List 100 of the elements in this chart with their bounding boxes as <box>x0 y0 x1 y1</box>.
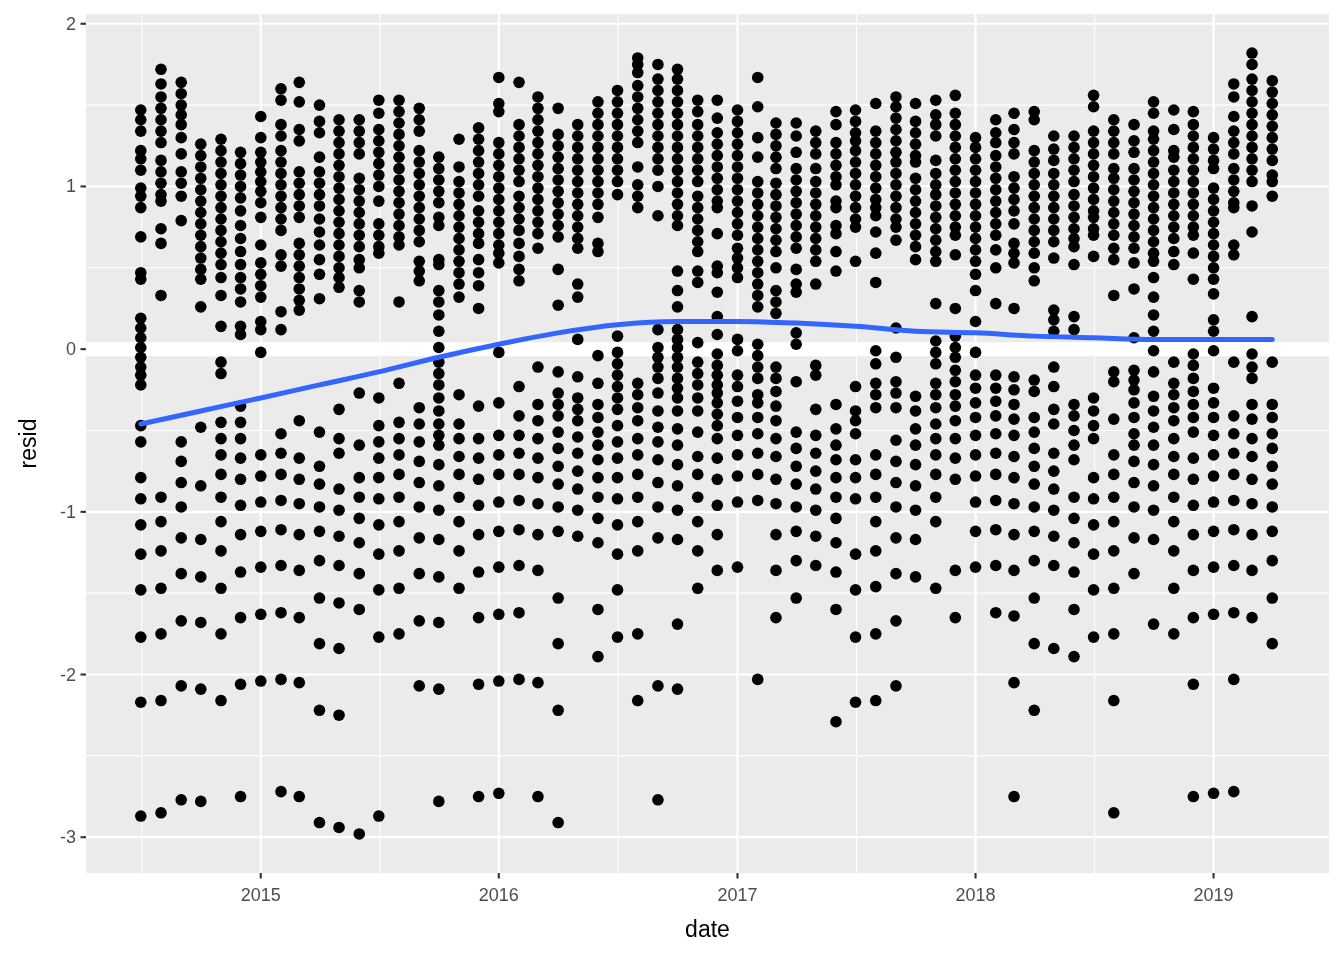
point <box>1207 344 1220 357</box>
point <box>989 195 1002 207</box>
point <box>472 432 485 445</box>
point <box>1068 650 1080 663</box>
point <box>453 291 465 303</box>
point <box>1246 348 1258 360</box>
point <box>1246 361 1258 373</box>
point <box>890 501 902 513</box>
point <box>949 187 962 199</box>
point <box>215 320 227 333</box>
point <box>453 255 465 268</box>
point <box>155 78 167 90</box>
point <box>969 284 982 297</box>
point <box>1008 398 1020 411</box>
point <box>493 136 505 149</box>
point <box>254 291 267 303</box>
point <box>592 512 604 525</box>
point <box>313 268 326 281</box>
point <box>254 175 267 188</box>
point <box>293 676 306 689</box>
point <box>313 525 326 538</box>
point <box>333 193 345 206</box>
point <box>1167 388 1180 401</box>
point <box>234 432 247 445</box>
point <box>275 305 287 318</box>
point <box>1107 628 1120 640</box>
point <box>592 398 604 411</box>
point <box>1187 105 1200 118</box>
point <box>691 582 704 595</box>
point <box>215 247 227 259</box>
point <box>1246 152 1258 165</box>
point <box>790 242 802 255</box>
point <box>1187 372 1200 385</box>
point <box>275 83 287 95</box>
x-tick-label: 2016 <box>478 885 519 905</box>
point <box>890 680 902 692</box>
point <box>175 166 188 178</box>
point <box>1207 561 1220 573</box>
point <box>929 449 942 461</box>
point <box>731 395 744 407</box>
point <box>513 130 525 142</box>
point <box>770 307 782 320</box>
point <box>333 262 345 274</box>
point <box>790 442 802 455</box>
point <box>513 606 525 619</box>
point <box>989 183 1002 196</box>
point <box>1047 403 1060 416</box>
point <box>532 432 544 445</box>
point <box>691 356 704 368</box>
point <box>751 427 764 440</box>
point <box>969 268 982 281</box>
point <box>949 364 962 377</box>
point <box>134 104 147 116</box>
point <box>611 471 624 484</box>
point <box>1227 410 1240 422</box>
point <box>1087 148 1100 160</box>
point <box>652 405 664 417</box>
point <box>631 449 644 461</box>
point <box>532 790 544 803</box>
point <box>532 471 544 484</box>
point <box>194 172 207 185</box>
point <box>1266 154 1279 167</box>
point <box>611 84 624 97</box>
point <box>1266 525 1279 538</box>
point <box>1008 123 1020 136</box>
point <box>949 107 962 120</box>
point <box>869 468 882 481</box>
point <box>1207 470 1220 482</box>
point <box>671 209 684 222</box>
point <box>493 257 505 269</box>
point <box>234 271 247 284</box>
point <box>929 377 942 390</box>
point <box>493 71 505 84</box>
point <box>453 133 465 146</box>
point <box>513 224 525 237</box>
point <box>949 141 962 154</box>
point <box>353 387 366 399</box>
point <box>513 523 525 536</box>
point <box>313 554 326 567</box>
point <box>532 182 544 194</box>
point <box>611 357 624 370</box>
point <box>1028 224 1041 237</box>
point <box>433 174 445 186</box>
point <box>731 229 744 242</box>
point <box>393 491 405 503</box>
point <box>1047 447 1060 460</box>
point <box>373 218 385 230</box>
point <box>929 245 942 258</box>
point <box>929 130 942 142</box>
point <box>949 351 962 364</box>
point <box>413 156 426 168</box>
point <box>890 455 902 468</box>
point <box>790 196 802 209</box>
point <box>373 123 385 136</box>
point <box>493 561 505 573</box>
point <box>215 235 227 248</box>
point <box>1028 235 1041 248</box>
point <box>413 201 426 214</box>
point <box>869 580 882 593</box>
point <box>433 405 445 417</box>
